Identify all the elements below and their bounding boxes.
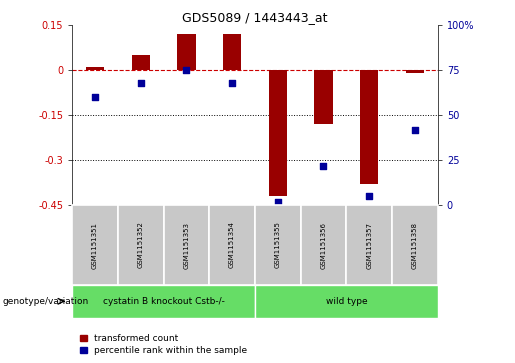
Title: GDS5089 / 1443443_at: GDS5089 / 1443443_at (182, 11, 328, 24)
Point (136, 80, 145, 86)
Text: genotype/variation: genotype/variation (3, 297, 89, 306)
Bar (360, 70, 379, 184)
Text: GSM1151354: GSM1151354 (229, 221, 235, 269)
Bar (406, 70, 424, 73)
Point (91, 94, 99, 100)
Point (319, 163, 328, 168)
Text: GSM1151356: GSM1151356 (320, 221, 327, 269)
Bar (131, 55, 150, 70)
Text: cystatin B knockout Cstb-/-: cystatin B knockout Cstb-/- (102, 297, 225, 306)
Point (273, 199, 282, 204)
Legend: transformed count, percentile rank within the sample: transformed count, percentile rank withi… (77, 331, 250, 359)
Text: GSM1151353: GSM1151353 (183, 221, 190, 269)
Point (182, 68, 191, 73)
Text: GSM1151352: GSM1151352 (138, 221, 144, 269)
Point (228, 80, 236, 86)
Point (365, 193, 373, 199)
Text: GSM1151351: GSM1151351 (92, 221, 98, 269)
Text: GSM1151357: GSM1151357 (366, 221, 372, 269)
Bar (269, 70, 287, 196)
Bar (223, 34, 241, 70)
Text: GSM1151358: GSM1151358 (412, 221, 418, 269)
Bar (86, 68, 104, 70)
Text: GSM1151355: GSM1151355 (275, 221, 281, 269)
Text: wild type: wild type (325, 297, 367, 306)
Bar (314, 70, 333, 124)
Bar (177, 34, 196, 70)
Point (411, 127, 419, 132)
